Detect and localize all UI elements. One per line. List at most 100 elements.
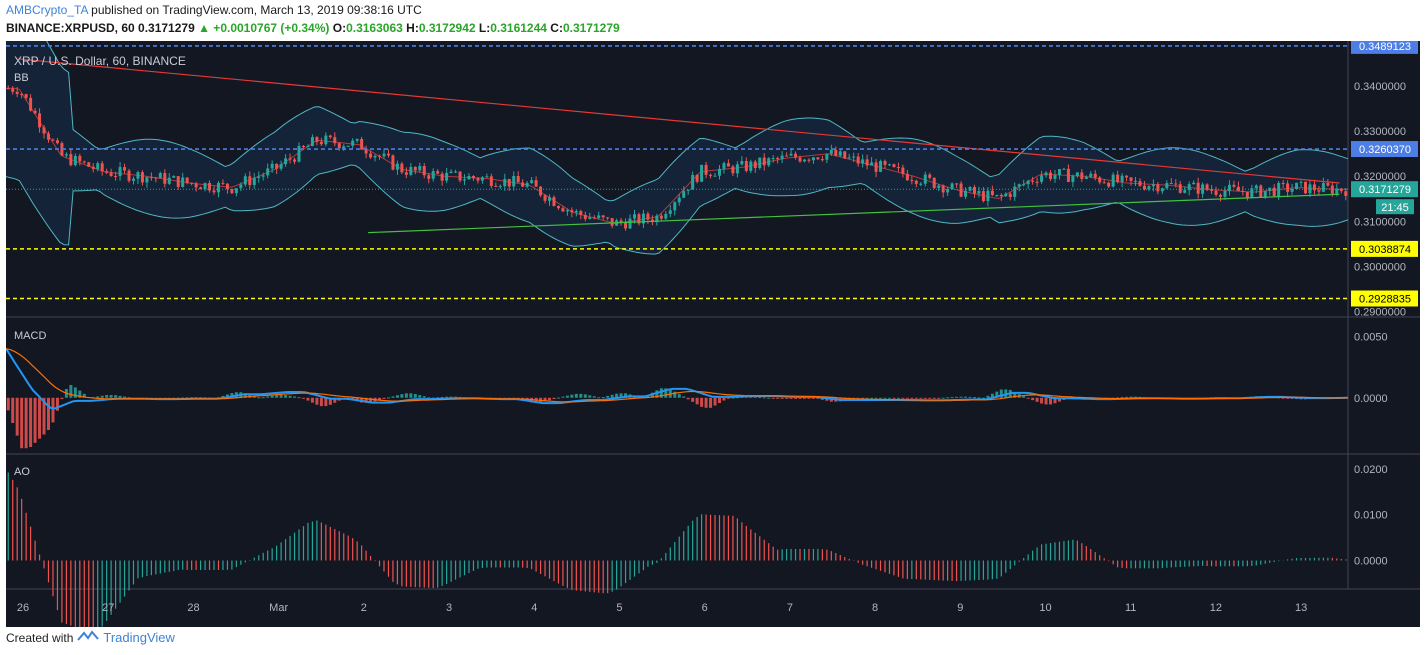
candle-body bbox=[427, 175, 431, 179]
macd-hist-bar bbox=[1040, 397, 1044, 404]
macd-hist-bar bbox=[686, 397, 690, 400]
level-tag-label: 0.3171279 bbox=[1359, 184, 1411, 196]
macd-hist-bar bbox=[24, 397, 28, 449]
low-label: L: bbox=[475, 21, 491, 35]
candle-body bbox=[802, 159, 806, 162]
candle-body bbox=[212, 190, 216, 193]
macd-hist-bar bbox=[105, 395, 109, 398]
macd-hist-bar bbox=[735, 397, 739, 399]
macd-hist-bar bbox=[1026, 397, 1030, 399]
candle-body bbox=[767, 158, 771, 166]
candle-body bbox=[391, 155, 395, 170]
candle-body bbox=[1004, 193, 1008, 197]
macd-hist-bar bbox=[606, 395, 610, 398]
candle-body bbox=[901, 167, 905, 174]
candle-body bbox=[149, 177, 153, 179]
candle-body bbox=[1120, 175, 1124, 182]
macd-hist-bar bbox=[776, 397, 780, 399]
candle-body bbox=[1232, 184, 1236, 187]
candle-body bbox=[15, 91, 19, 95]
candle-body bbox=[1335, 188, 1339, 194]
candle-body bbox=[789, 153, 793, 156]
x-tick-label: 7 bbox=[787, 602, 793, 614]
candle-body bbox=[709, 174, 713, 176]
candle-body bbox=[1254, 185, 1258, 189]
macd-hist-bar bbox=[225, 394, 229, 398]
chart-svg[interactable]: 0.3489123 0.3260370 0.3171279 0.3038874 0.29… bbox=[5, 0, 1420, 634]
candle-body bbox=[870, 162, 874, 166]
close-value: 0.3171279 bbox=[562, 21, 620, 35]
macd-hist-bar bbox=[1053, 397, 1057, 404]
candle-body bbox=[172, 176, 176, 178]
candle-body bbox=[896, 167, 900, 169]
macd-hist-bar bbox=[820, 397, 824, 400]
candle-body bbox=[1156, 184, 1160, 192]
created-with-text: Created with bbox=[6, 630, 74, 645]
candle-body bbox=[230, 188, 234, 194]
macd-hist-bar bbox=[691, 397, 695, 402]
ao-tick-label: 0.0000 bbox=[1354, 555, 1388, 567]
resistance-trendline bbox=[18, 58, 1340, 184]
macd-hist-bar bbox=[395, 395, 399, 398]
candle-body bbox=[127, 170, 131, 181]
macd-hist-bar bbox=[556, 397, 560, 399]
macd-hist-bar bbox=[301, 397, 305, 399]
author-link[interactable]: AMBCrypto_TA bbox=[6, 3, 88, 17]
candle-body bbox=[583, 214, 587, 219]
candle-body bbox=[1344, 191, 1348, 196]
close-label: C: bbox=[546, 21, 563, 35]
macd-hist-bar bbox=[324, 397, 328, 407]
candle-body bbox=[1057, 169, 1061, 176]
macd-hist-bar bbox=[995, 391, 999, 398]
macd-hist-bar bbox=[780, 397, 784, 399]
footer: Created with TradingView bbox=[6, 630, 175, 645]
candle-body bbox=[959, 183, 963, 197]
macd-hist-bar bbox=[870, 397, 874, 399]
macd-hist-bar bbox=[185, 397, 189, 399]
candle-body bbox=[811, 157, 815, 161]
macd-hist-bar bbox=[1125, 396, 1129, 398]
candle-body bbox=[990, 190, 994, 196]
macd-hist-bar bbox=[794, 397, 798, 399]
macd-hist-bar bbox=[252, 395, 256, 398]
candle-body bbox=[1192, 182, 1196, 185]
macd-hist-bar bbox=[1281, 397, 1285, 399]
macd-hist-bar bbox=[82, 393, 86, 398]
candle-body bbox=[659, 215, 663, 219]
candle-body bbox=[360, 139, 364, 150]
candle-body bbox=[154, 177, 158, 179]
macd-hist-bar bbox=[1044, 397, 1048, 405]
macd-line bbox=[5, 348, 1349, 410]
candle-body bbox=[1304, 181, 1308, 194]
macd-hist-bar bbox=[413, 393, 417, 398]
candle-body bbox=[798, 157, 802, 162]
candle-body bbox=[928, 174, 932, 178]
macd-hist-bar bbox=[677, 394, 681, 398]
bb-upper-line bbox=[5, 0, 1349, 202]
macd-hist-bar bbox=[20, 397, 24, 449]
candle-body bbox=[1138, 181, 1142, 186]
chart-area[interactable]: 0.3489123 0.3260370 0.3171279 0.3038874 0.29… bbox=[5, 0, 1420, 634]
macd-hist-bar bbox=[109, 394, 113, 398]
macd-hist-bar bbox=[436, 397, 440, 399]
candle-body bbox=[373, 155, 377, 158]
candle-body bbox=[463, 179, 467, 181]
candle-body bbox=[1317, 190, 1321, 192]
tradingview-brand[interactable]: TradingView bbox=[103, 630, 175, 645]
candle-body bbox=[136, 172, 140, 179]
candle-body bbox=[785, 155, 789, 157]
candle-body bbox=[382, 153, 386, 157]
candle-body bbox=[874, 162, 878, 172]
candle-body bbox=[968, 187, 972, 191]
macd-hist-bar bbox=[717, 397, 721, 404]
level-tag bbox=[1351, 240, 1418, 257]
macd-hist-bar bbox=[445, 396, 449, 398]
macd-hist-bar bbox=[279, 394, 283, 398]
candle-body bbox=[24, 94, 28, 98]
candle-body bbox=[6, 88, 10, 90]
macd-hist-bar bbox=[306, 397, 310, 401]
macd-hist-bar bbox=[892, 397, 896, 399]
macd-hist-bar bbox=[704, 397, 708, 408]
macd-hist-bar bbox=[932, 397, 936, 399]
candle-body bbox=[1049, 172, 1053, 179]
